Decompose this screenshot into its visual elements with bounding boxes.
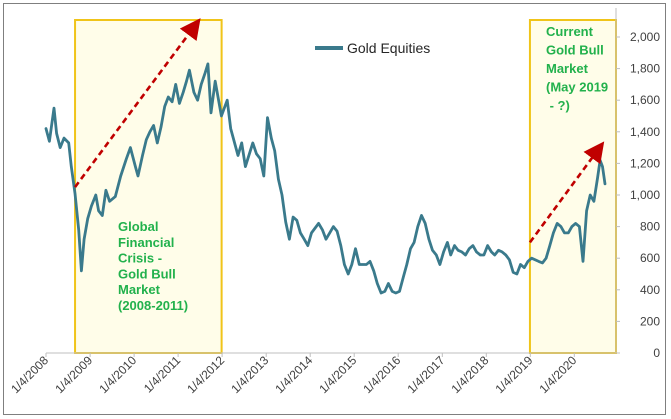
y-tick-label: 1,400 [630, 125, 660, 139]
annotation-1: Global Financial Crisis -Gold Bull Market (2… [118, 219, 188, 313]
x-tick-label: 1/4/2010 [96, 353, 139, 396]
y-tick-label: 1,200 [630, 156, 660, 170]
y-tick-label: 800 [640, 220, 660, 234]
x-tick-label: 1/4/2012 [184, 353, 227, 396]
x-tick-label: 1/4/2015 [316, 353, 359, 396]
y-tick-label: 200 [640, 314, 660, 328]
trend-arrow-1 [74, 18, 201, 188]
annotation-line: Market [118, 282, 161, 297]
legend-label: Gold Equities [347, 40, 430, 56]
highlight-box-1 [74, 19, 223, 354]
x-tick-label: 1/4/2017 [404, 353, 447, 396]
highlight-box-2 [528, 19, 617, 354]
y-tick-label: 2,000 [630, 30, 660, 44]
annotation-2: Current Gold Bull Market (May 2019 - ?) [546, 24, 608, 113]
y-tick-label: 600 [640, 251, 660, 265]
x-tick-label: 1/4/2009 [52, 353, 95, 396]
x-tick-label: 1/4/2016 [360, 353, 403, 396]
x-tick-label: 1/4/2014 [272, 353, 315, 396]
x-tick-label: 1/4/2019 [492, 353, 535, 396]
y-tick-label: 1,800 [630, 62, 660, 76]
y-tick-label: 1,600 [630, 93, 660, 107]
x-tick-label: 1/4/2013 [228, 353, 271, 396]
annotation-line: Gold Bull [546, 43, 604, 58]
annotation-line: Global [118, 219, 158, 234]
annotation-line: Market [546, 61, 589, 76]
x-tick-label: 1/4/2008 [8, 353, 51, 396]
y-tick-label: 1,000 [630, 188, 660, 202]
annotation-line: Gold Bull [118, 266, 176, 281]
y-tick-label: 0 [653, 346, 660, 360]
annotation-line: (May 2019 [546, 80, 608, 95]
x-tick-label: 1/4/2018 [448, 353, 491, 396]
annotation-line: Financial [118, 235, 174, 250]
annotation-line: Current [546, 24, 594, 39]
y-tick-label: 400 [640, 283, 660, 297]
legend: Gold Equities [315, 40, 430, 56]
annotation-line: Crisis - [118, 251, 162, 266]
x-tick-label: 1/4/2011 [141, 353, 184, 396]
annotation-line: (2008-2011) [118, 298, 188, 313]
series-line-gold-equities [44, 62, 607, 295]
annotation-line: - ?) [546, 98, 570, 113]
x-tick-label: 1/4/2020 [536, 353, 579, 396]
